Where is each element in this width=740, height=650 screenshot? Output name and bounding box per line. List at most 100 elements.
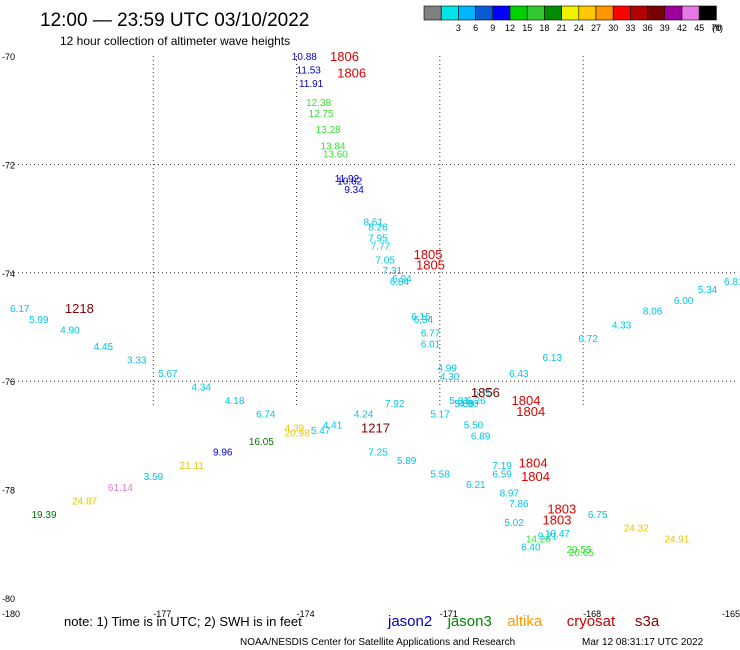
wave-height-label: 20.55 [566, 545, 591, 556]
time-label: 1803 [543, 512, 572, 527]
legend-tick-label: 24 [574, 23, 584, 33]
wave-height-label: 4.90 [459, 399, 479, 410]
wave-height-label: 7.31 [383, 266, 403, 277]
time-label: 1218 [65, 301, 94, 316]
wave-height-label: 14.26 [526, 534, 551, 545]
time-label: 1805 [416, 258, 445, 273]
wave-height-label: 7.95 [368, 234, 388, 245]
wave-height-label: 8.61 [363, 217, 383, 228]
x-tick-label: -165 [722, 609, 740, 619]
x-tick-label: -171 [440, 609, 458, 619]
legend-tick-label: 30 [608, 23, 618, 33]
wave-height-label: 6.89 [471, 431, 491, 442]
satellite-legend: jason2 jason3 altika cryosat s3a [387, 613, 660, 630]
wave-height-label: 6.34 [414, 315, 434, 326]
wave-height-label: 16.05 [249, 437, 274, 448]
wave-height-label: 13.84 [320, 141, 345, 152]
wave-height-label: 5.47 [311, 426, 331, 437]
wave-height-label: 7.92 [385, 399, 405, 410]
legend-tick-label: 36 [643, 23, 653, 33]
wave-height-label: 5.99 [29, 315, 49, 326]
wave-height-label: 10.88 [292, 52, 317, 63]
legend-tick-label: 3 [456, 23, 461, 33]
footer-timestamp: Mar 12 08:31:17 UTC 2022 [582, 637, 704, 648]
wave-height-label: 6.43 [509, 369, 529, 380]
footer-note: note: 1) Time is in UTC; 2) SWH is in fe… [64, 614, 302, 629]
wave-height-label: 12.75 [309, 109, 334, 120]
wave-height-label: 4.90 [60, 326, 80, 337]
wave-height-label: 4.24 [354, 410, 374, 421]
legend-unit-label: (ft) [712, 23, 723, 33]
wave-height-label: 6.74 [256, 410, 276, 421]
wave-height-label: 7.25 [368, 448, 388, 459]
time-label: 1804 [521, 469, 550, 484]
y-tick-label: -78 [2, 486, 15, 496]
x-tick-label: -180 [2, 609, 20, 619]
wave-height-label: 4.18 [225, 396, 245, 407]
wave-height-label: 5.67 [158, 369, 178, 380]
wave-height-label: 3.33 [127, 356, 147, 367]
satellite-legend-item: s3a [635, 613, 660, 630]
wave-height-label: 20.65 [569, 548, 594, 559]
satellite-legend-item: altika [507, 613, 543, 630]
legend-swatch [630, 5, 648, 21]
wave-height-label: 6.81 [724, 277, 740, 288]
wave-height-label: 5.34 [698, 285, 718, 296]
legend-tick-label: 33 [625, 23, 635, 33]
legend-swatch [423, 5, 442, 21]
wave-height-label: 4.99 [437, 364, 457, 375]
wave-height-label: 4.45 [94, 342, 114, 353]
legend-swatch [544, 5, 562, 21]
y-tick-label: -70 [2, 52, 15, 62]
wave-height-label: 11.92 [335, 174, 360, 185]
y-tick-label: -74 [2, 269, 15, 279]
wave-height-label: 9.96 [213, 448, 233, 459]
time-label: 1803 [547, 502, 576, 517]
wave-height-label: 3.59 [144, 472, 164, 483]
legend-swatch [526, 5, 545, 21]
wave-height-label: 6.75 [588, 510, 608, 521]
wave-height-label: 11.53 [297, 66, 322, 77]
legend-tick-label: 12 [505, 23, 515, 33]
x-tick-labels: -180 -177 -174 -171 -168 -165 [2, 609, 740, 619]
legend-tick-label: 6 [473, 23, 478, 33]
satellite-legend-item: jason3 [447, 613, 492, 630]
x-tick-label: -168 [583, 609, 601, 619]
wave-height-label: 8.06 [643, 307, 663, 318]
time-label: 1806 [337, 65, 366, 80]
wave-height-label: 11.91 [299, 79, 324, 90]
footer-credit: NOAA/NESDIS Center for Satellite Applica… [240, 637, 515, 648]
legend-tick-label: 9 [490, 23, 495, 33]
time-label: 1856 [471, 385, 500, 400]
legend-tick-label: 70 [711, 23, 721, 33]
wave-height-label: 6.13 [543, 353, 563, 364]
wave-height-label: 10.47 [545, 529, 570, 540]
wave-height-label: 6.59 [492, 469, 512, 480]
wave-height-label: 5.89 [397, 456, 417, 467]
wave-height-label: 6.40 [521, 543, 541, 554]
wave-height-label: 4.34 [192, 383, 212, 394]
wave-height-label: 24.87 [72, 496, 97, 507]
color-legend: 3 6 9 12 15 18 21 24 27 30 33 36 39 42 45 70 [423, 5, 721, 33]
wave-height-label: 19.39 [31, 510, 56, 521]
legend-swatch [612, 5, 631, 21]
x-tick-label: -177 [153, 609, 171, 619]
legend-tick-label: 27 [591, 23, 601, 33]
wave-height-label: 7.19 [492, 461, 512, 472]
satellite-legend-item: cryosat [567, 613, 616, 630]
wave-height-label: 5.68 [454, 399, 474, 410]
y-tick-label: -76 [2, 377, 15, 387]
x-tick-label: -174 [297, 609, 315, 619]
legend-tick-label: 21 [557, 23, 567, 33]
wave-height-label: 7.86 [509, 499, 529, 510]
wave-height-label: 7.77 [371, 242, 391, 253]
legend-tick-label: 18 [539, 23, 549, 33]
y-tick-label: -72 [2, 160, 15, 170]
legend-swatch [561, 5, 580, 21]
wave-height-label: 13.28 [316, 125, 341, 136]
wave-height-label: 6.72 [578, 334, 598, 345]
time-label: 1804 [512, 393, 541, 408]
wave-height-label: 9.21 [538, 532, 558, 543]
wave-height-label: 8.26 [368, 223, 388, 234]
